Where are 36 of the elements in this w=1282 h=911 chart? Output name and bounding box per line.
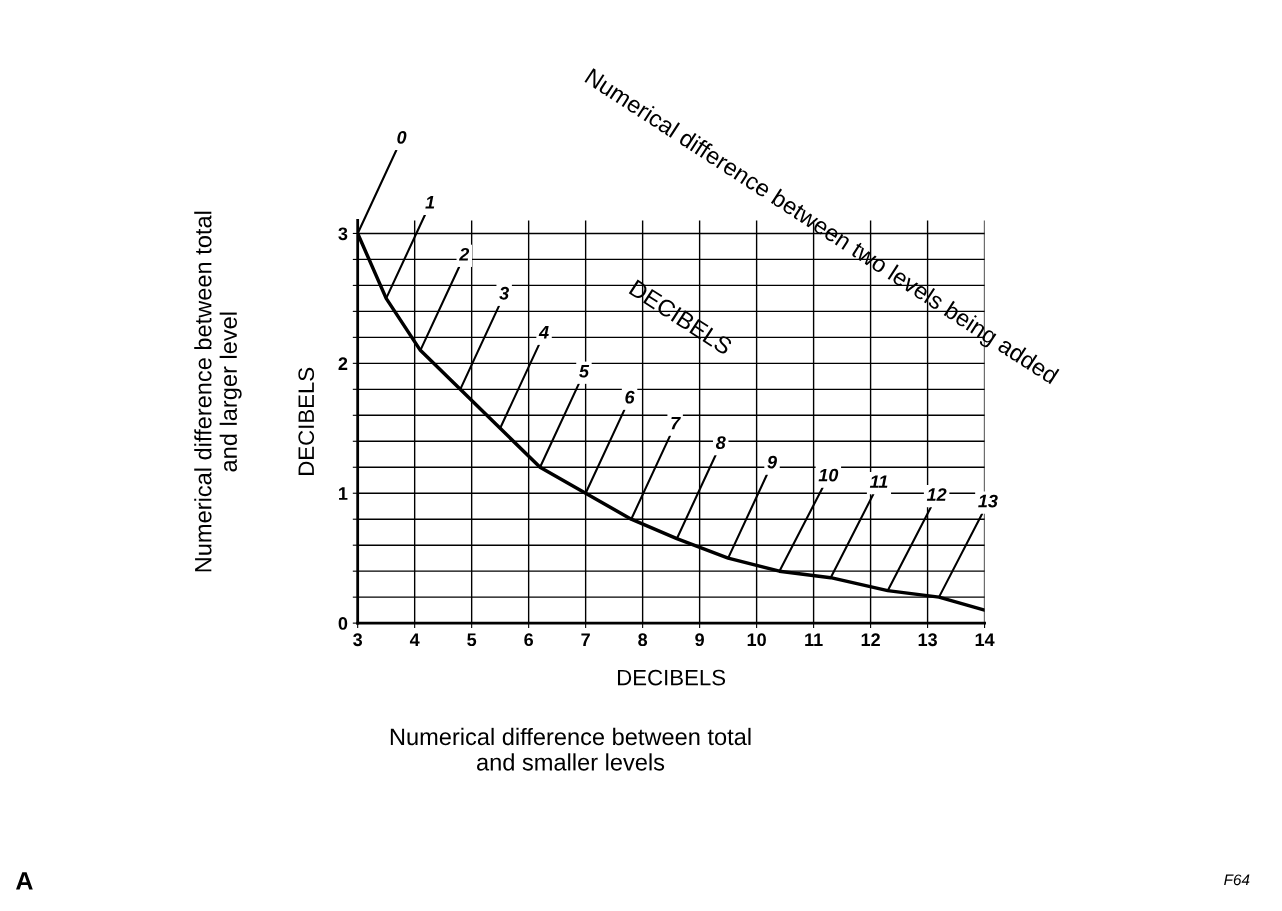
x-tick-label: 6 (524, 633, 534, 647)
annotation: 7 (671, 416, 681, 430)
y-tick-label: 1 (339, 487, 348, 500)
annotation: 0 (397, 130, 407, 144)
annotation: 4 (538, 326, 549, 339)
y-tick-label: 2 (338, 357, 348, 370)
x-tick-label: 3 (353, 633, 363, 647)
annotation: 10 (818, 468, 839, 482)
text: F64 (1224, 874, 1250, 886)
y-axis-title: DECIBELS (298, 367, 315, 475)
x-tick-label: 14 (975, 633, 995, 646)
text: Numerical difference between total and larger level (194, 211, 242, 572)
x-tick-label: 11 (805, 633, 823, 646)
x-tick-label: 5 (467, 633, 477, 647)
x-tick-label: 7 (581, 633, 590, 646)
x-axis-title: DECIBELS (617, 669, 726, 686)
annotation: 5 (579, 364, 590, 378)
annotation: 2 (458, 247, 470, 261)
annotation: 6 (625, 390, 635, 404)
x-tick-label: 8 (638, 633, 648, 647)
x-tick-label: 9 (695, 633, 704, 647)
annotation: 3 (499, 286, 509, 300)
annotation: 1 (425, 196, 435, 209)
annotation: 8 (715, 436, 726, 450)
annotation: 12 (926, 488, 947, 501)
annotation: 9 (767, 455, 777, 469)
text: A (16, 872, 33, 890)
x-tick-label: 13 (918, 633, 937, 647)
text: Numerical difference between total and smaller levels (390, 727, 751, 771)
annotation: 11 (869, 475, 888, 488)
annotation: 13 (978, 494, 998, 508)
x-tick-label: 12 (861, 633, 880, 646)
x-tick-label: 10 (747, 633, 766, 647)
x-tick-label: 4 (409, 633, 420, 646)
y-tick-label: 0 (338, 617, 348, 630)
y-tick-label: 3 (338, 227, 348, 241)
